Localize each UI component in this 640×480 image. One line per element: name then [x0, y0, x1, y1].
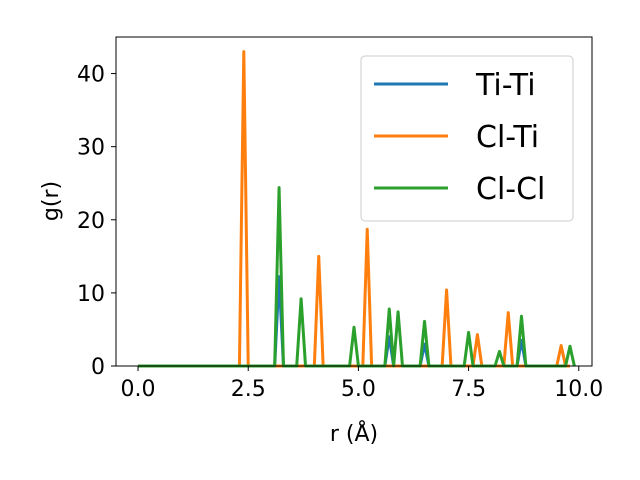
- y-axis-title: g(r): [39, 181, 64, 221]
- plot-area-frame: [115, 36, 593, 367]
- legend: Ti-Ti Cl-Ti Cl-Cl: [360, 55, 574, 222]
- x-tick-label: 2.5: [231, 377, 266, 402]
- x-tick-label: 10.0: [554, 377, 603, 402]
- legend-label-cl-cl: Cl-Cl: [476, 172, 545, 207]
- legend-label-ti-ti: Ti-Ti: [475, 68, 536, 103]
- y-axis: 0 10 20 30 40: [77, 63, 116, 380]
- x-axis: 0.0 2.5 5.0 7.5 10.0: [121, 366, 603, 402]
- y-tick-label: 20: [77, 209, 105, 234]
- y-tick-label: 0: [91, 355, 105, 380]
- x-axis-title: r (Å): [330, 420, 378, 447]
- x-tick-label: 0.0: [121, 377, 156, 402]
- y-tick-label: 30: [77, 136, 105, 161]
- legend-label-cl-ti: Cl-Ti: [476, 120, 539, 155]
- y-tick-label: 40: [77, 63, 105, 88]
- y-tick-label: 10: [77, 282, 105, 307]
- x-tick-label: 7.5: [451, 377, 486, 402]
- legend-box: [360, 55, 574, 222]
- x-tick-label: 5.0: [341, 377, 376, 402]
